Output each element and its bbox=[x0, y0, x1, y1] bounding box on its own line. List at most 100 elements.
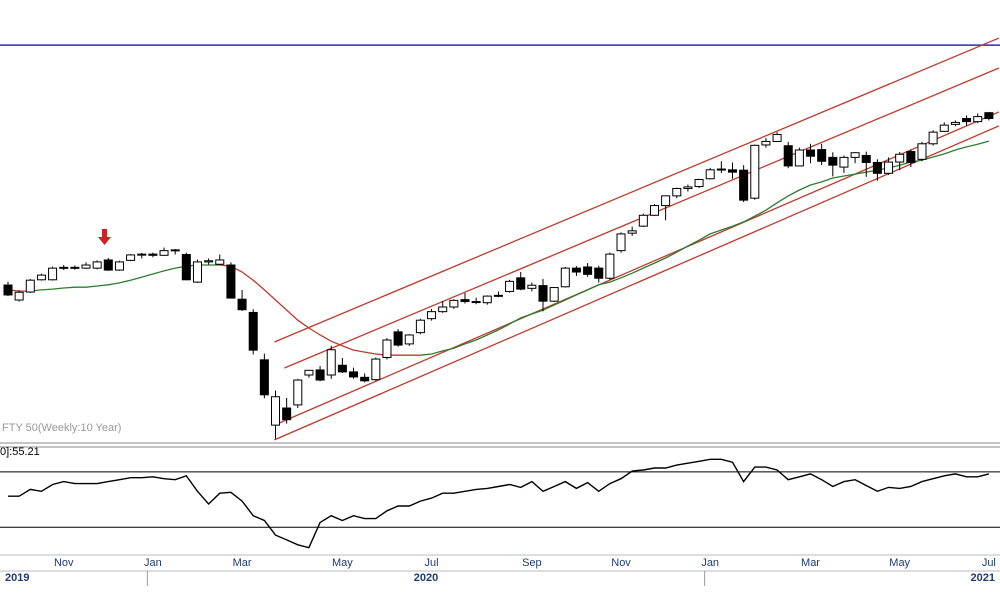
chart-title: FTY 50(Weekly:10 Year) bbox=[2, 422, 121, 434]
candle-body bbox=[616, 233, 626, 252]
candle-body bbox=[861, 154, 871, 163]
candle-body bbox=[170, 249, 180, 252]
candle-body bbox=[248, 311, 258, 351]
year-label: 2021 bbox=[971, 572, 995, 584]
candle-body bbox=[694, 179, 704, 188]
candle-body bbox=[304, 369, 314, 376]
x-tick-label: Jan bbox=[701, 557, 719, 569]
candle-body bbox=[237, 298, 247, 311]
candle-body bbox=[81, 264, 91, 269]
year-label: 2020 bbox=[414, 572, 438, 584]
candle-body bbox=[839, 156, 849, 168]
candle-body bbox=[360, 376, 370, 382]
candle-body bbox=[449, 299, 459, 308]
candle-body bbox=[783, 145, 793, 167]
rsi-line bbox=[8, 458, 990, 549]
year-label: 2019 bbox=[5, 572, 29, 584]
candle-body bbox=[137, 253, 147, 256]
candle-body bbox=[627, 230, 637, 234]
candle-body bbox=[349, 371, 359, 378]
candle-body bbox=[984, 112, 994, 120]
candle-body bbox=[192, 261, 202, 283]
candle-body bbox=[594, 267, 604, 279]
candle-body bbox=[103, 259, 113, 271]
candle-body bbox=[181, 254, 191, 281]
candle-body bbox=[716, 168, 726, 171]
candle-body bbox=[806, 149, 816, 157]
candle-body bbox=[505, 280, 515, 292]
x-tick-label: Sep bbox=[522, 557, 542, 569]
arrow-shaft bbox=[102, 229, 107, 237]
candle-body bbox=[493, 294, 503, 297]
candle-body bbox=[761, 140, 771, 146]
candle-body bbox=[393, 331, 403, 346]
candle-body bbox=[438, 306, 448, 313]
candle-body bbox=[527, 284, 537, 289]
candle-body bbox=[371, 358, 381, 381]
candle-body bbox=[884, 161, 894, 174]
candle-body bbox=[950, 121, 960, 125]
candle-body bbox=[126, 254, 136, 261]
candle-body bbox=[516, 277, 526, 290]
candle-body bbox=[917, 143, 927, 160]
candle-body bbox=[293, 379, 303, 406]
x-tick-label: Mar bbox=[233, 557, 252, 569]
candle-body bbox=[48, 267, 58, 281]
candle-body bbox=[70, 266, 80, 269]
candle-body bbox=[270, 396, 281, 426]
candle-body bbox=[560, 267, 570, 288]
candle-body bbox=[92, 261, 102, 269]
candle-body bbox=[3, 284, 13, 296]
x-tick-label: Nov bbox=[54, 557, 74, 569]
candle-body bbox=[872, 161, 882, 174]
candle-body bbox=[571, 267, 581, 273]
candle-body bbox=[215, 259, 225, 265]
candle-body bbox=[259, 359, 269, 396]
candle-body bbox=[794, 149, 804, 167]
candle-body bbox=[204, 260, 214, 263]
candle-body bbox=[14, 291, 24, 301]
candle-body bbox=[750, 144, 760, 199]
candle-body bbox=[148, 253, 158, 256]
candle-body bbox=[159, 250, 169, 256]
candle-body bbox=[906, 151, 916, 163]
candle-body bbox=[404, 334, 414, 345]
x-tick-label: Jan bbox=[144, 557, 162, 569]
candle-body bbox=[828, 156, 838, 166]
candle-body bbox=[415, 319, 425, 334]
candle-body bbox=[326, 349, 336, 376]
candle-body bbox=[661, 195, 671, 207]
candle-body bbox=[337, 364, 347, 373]
x-tick-label: Jul bbox=[425, 557, 439, 569]
candle-body bbox=[382, 339, 392, 359]
candle-body bbox=[939, 124, 949, 132]
candle-body bbox=[605, 253, 615, 279]
candle-body bbox=[538, 285, 548, 302]
signal-arrow bbox=[98, 229, 111, 245]
candle-body bbox=[705, 169, 715, 180]
candle-body bbox=[683, 186, 693, 189]
candle-body bbox=[850, 152, 860, 158]
candle-body bbox=[583, 266, 593, 275]
candle-body bbox=[427, 311, 437, 320]
candle-body bbox=[226, 264, 236, 299]
candle-body bbox=[672, 187, 682, 197]
candle-body bbox=[315, 369, 325, 381]
candle-body bbox=[482, 295, 492, 304]
x-tick-label: Mar bbox=[801, 557, 820, 569]
candle-body bbox=[471, 301, 481, 304]
candle-body bbox=[895, 153, 905, 163]
rsi-label: 0]:55.21 bbox=[0, 446, 40, 458]
x-tick-label: Jul bbox=[982, 557, 996, 569]
x-tick-label: May bbox=[889, 557, 910, 569]
candle-body bbox=[638, 214, 648, 227]
candle-body bbox=[928, 131, 938, 145]
moving-average bbox=[420, 140, 990, 356]
candle-body bbox=[772, 133, 782, 142]
candle-body bbox=[460, 299, 470, 303]
candle-body bbox=[817, 149, 827, 162]
x-tick-label: Nov bbox=[611, 557, 631, 569]
